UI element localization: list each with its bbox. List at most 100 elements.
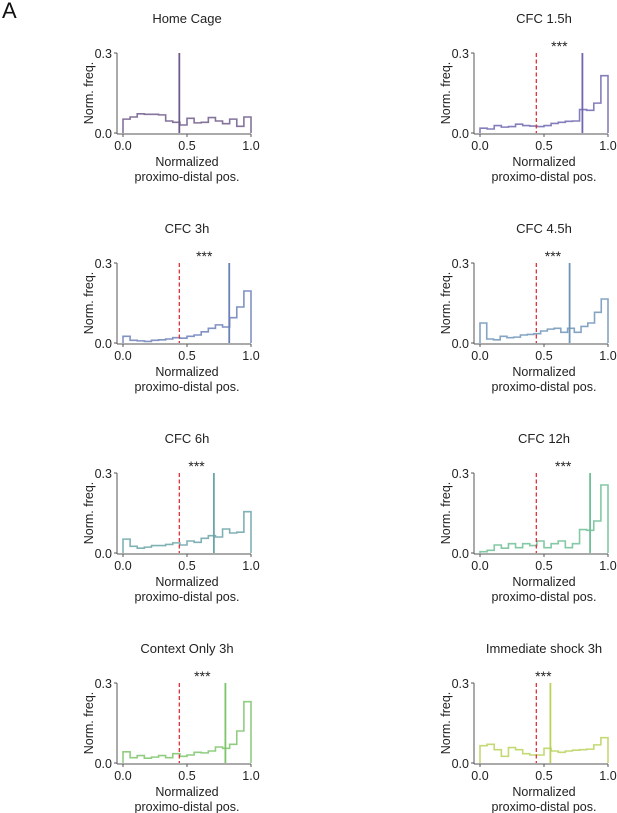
panel-title: CFC 3h [165, 221, 210, 236]
histogram-outline [479, 484, 609, 553]
histogram-bin [568, 328, 575, 343]
significance-stars: *** [188, 458, 205, 474]
histogram-bin [480, 128, 487, 133]
histogram-bin [480, 746, 487, 763]
histogram-panel: Context Only 3h 0.0 0.3 0.0 0.5 1.0 Normalized… [82, 641, 260, 813]
x-axis-label: proximo-distal pos. [492, 170, 597, 184]
significance-stars: *** [551, 38, 568, 54]
histogram-bin [180, 756, 187, 763]
histogram-bin [494, 545, 501, 553]
x-tick-label: 0.5 [535, 349, 552, 363]
histogram-bin [572, 544, 579, 553]
histogram-bin [244, 702, 251, 763]
significance-stars: *** [194, 668, 211, 684]
y-axis-label: Norm. freq. [82, 482, 96, 545]
histogram-bin [180, 545, 187, 553]
histogram-panel: CFC 1.5h 0.0 0.3 0.0 0.5 1.0 Normalizedproximo… [439, 11, 617, 184]
x-tick-label: 0.0 [471, 139, 488, 153]
x-tick-label: 0.0 [471, 559, 488, 573]
histogram-bin [587, 110, 594, 133]
y-axis-label: Norm. freq. [439, 62, 453, 125]
histogram-bin [237, 731, 244, 763]
x-axis-label: Normalized [155, 785, 218, 799]
histogram-bin [208, 118, 215, 133]
x-axis-label: proximo-distal pos. [135, 590, 240, 604]
histogram-bin [501, 756, 508, 763]
histogram-bin [166, 339, 173, 343]
histogram-bin [580, 530, 587, 553]
histogram-panel: CFC 6h 0.0 0.3 0.0 0.5 1.0 Normalizedproximo-d… [82, 431, 260, 604]
histogram-bin [551, 751, 558, 763]
histogram-panel: Immediate shock 3h 0.0 0.3 0.0 0.5 1.0 Normali… [439, 641, 617, 813]
histogram-bin [523, 754, 530, 763]
panel-title: CFC 6h [165, 431, 210, 446]
x-tick-label: 0.0 [114, 139, 131, 153]
x-tick-label: 1.0 [242, 349, 259, 363]
x-tick-label: 0.5 [178, 769, 195, 783]
x-axis-label: Normalized [512, 785, 575, 799]
histogram-bin [194, 752, 201, 763]
histogram-bin [215, 537, 222, 553]
significance-stars: *** [555, 458, 572, 474]
histogram-bin [480, 323, 487, 343]
histogram-bin [544, 548, 551, 553]
histogram-bin [166, 544, 173, 553]
histogram-bin [237, 532, 244, 553]
y-axis-label: Norm. freq. [82, 62, 96, 125]
histogram-bin [508, 748, 515, 763]
histogram-bin [516, 124, 523, 133]
x-tick-label: 1.0 [242, 139, 259, 153]
y-tick-label: 0.0 [95, 337, 112, 351]
histogram-bin [194, 335, 201, 343]
histogram-bin [159, 546, 166, 553]
x-tick-label: 0.5 [178, 139, 195, 153]
histogram-bin [480, 552, 487, 553]
histogram-bin [594, 745, 601, 763]
x-tick-label: 0.0 [114, 349, 131, 363]
histogram-bin [523, 126, 530, 133]
x-tick-label: 1.0 [242, 559, 259, 573]
histogram-bin [187, 541, 194, 553]
histogram-bin [565, 548, 572, 553]
x-tick-label: 0.5 [535, 769, 552, 783]
x-axis-label: Normalized [155, 155, 218, 169]
histogram-bin [123, 752, 130, 763]
y-tick-label: 0.0 [452, 757, 469, 771]
histogram-bin [547, 329, 554, 343]
histogram-bin [144, 341, 151, 343]
histogram-bin [144, 758, 151, 763]
histogram-bin [201, 122, 208, 133]
histogram-bin [130, 758, 137, 763]
histogram-outline [122, 700, 252, 763]
x-tick-label: 1.0 [599, 139, 616, 153]
histogram-bin [151, 114, 158, 133]
x-tick-label: 0.5 [535, 559, 552, 573]
histogram-bin [123, 336, 130, 343]
histogram-bin [601, 485, 608, 553]
x-axis-label: proximo-distal pos. [492, 590, 597, 604]
histogram-outline [479, 74, 609, 133]
histogram-bin [166, 121, 173, 133]
histogram-bin [514, 337, 521, 343]
histogram-bin [215, 121, 222, 133]
histogram-bin [194, 542, 201, 553]
x-axis-label: proximo-distal pos. [492, 380, 597, 394]
histogram-bin [572, 750, 579, 763]
y-tick-label: 0.0 [95, 757, 112, 771]
x-tick-label: 1.0 [599, 349, 616, 363]
y-axis-label: Norm. freq. [82, 272, 96, 335]
histogram-bin [244, 117, 251, 133]
x-axis-label: Normalized [512, 575, 575, 589]
histogram-bin [594, 521, 601, 553]
histogram-bin [187, 118, 194, 133]
histogram-bin [494, 126, 501, 133]
histogram-bin [201, 332, 208, 343]
histogram-bin [223, 124, 230, 133]
histogram-bin [223, 529, 230, 553]
histogram-bin [558, 122, 565, 133]
y-axis-label: Norm. freq. [82, 692, 96, 755]
histogram-bin [507, 338, 514, 343]
histogram-bin [180, 125, 187, 133]
histogram-bin [137, 756, 144, 763]
histogram-bin [537, 541, 544, 553]
